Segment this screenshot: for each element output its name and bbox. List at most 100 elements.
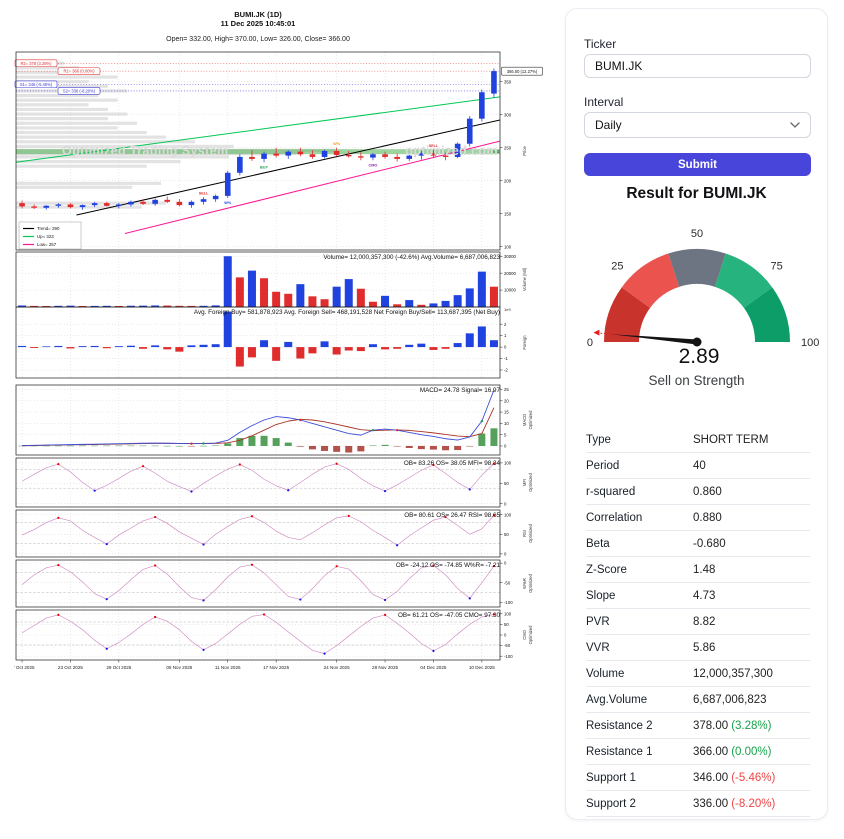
svg-text:17 Oct 2025: 17 Oct 2025 — [14, 665, 35, 670]
mfi-annotation: OB= 83.26 OS= 38.05 MFI= 98.34 — [403, 460, 500, 467]
svg-text:2: 2 — [504, 322, 507, 327]
svg-text:50: 50 — [504, 481, 509, 486]
interval-select[interactable]: Daily — [584, 112, 811, 138]
svg-text:300: 300 — [504, 112, 512, 117]
table-row: Slope 4.73 — [586, 583, 810, 609]
table-row-label: Period — [586, 459, 620, 472]
svg-text:R1= 366 (0.00%): R1= 366 (0.00%) — [63, 69, 95, 74]
svg-text:250: 250 — [504, 145, 512, 150]
svg-text:25: 25 — [611, 260, 623, 272]
stats-table: Type SHORT TERM Period 40 r-squared 0.860 Corr… — [586, 427, 810, 817]
svg-text:W%R: W%R — [522, 578, 527, 589]
table-row-value: 40 — [693, 459, 706, 472]
control-card: Ticker Interval Daily Submit Result for … — [565, 8, 828, 820]
svg-text:24 Nov 2025: 24 Nov 2025 — [324, 665, 350, 670]
svg-text:366.00 (12.27%): 366.00 (12.27%) — [507, 69, 538, 74]
chart-title: BUMI.JK (1D) — [234, 10, 282, 19]
table-row-label: Z-Score — [586, 563, 627, 576]
table-row-label: Volume — [586, 667, 625, 680]
svg-text:MFI: MFI — [522, 479, 527, 486]
svg-text:Optimized: Optimized — [528, 523, 533, 543]
table-row-value: 378.00 — [693, 719, 729, 732]
interval-selected-value: Daily — [595, 118, 622, 132]
gauge-value: 2.89 — [678, 345, 720, 368]
table-row-label: Slope — [586, 589, 616, 602]
svg-text:28 Nov 2025: 28 Nov 2025 — [372, 665, 398, 670]
svg-text:17 Nov 2025: 17 Nov 2025 — [263, 665, 289, 670]
table-row-label: Resistance 1 — [586, 745, 653, 758]
table-row-label: Avg.Volume — [586, 693, 648, 706]
table-row-label: Support 1 — [586, 771, 636, 784]
svg-text:CMO: CMO — [369, 163, 378, 167]
table-row-label: Support 2 — [586, 797, 636, 810]
table-row: Avg.Volume 6,687,006,823 — [586, 687, 810, 713]
svg-text:0: 0 — [504, 345, 507, 350]
chart-datetime: 11 Dec 2025 10:45:01 — [220, 19, 296, 28]
svg-text:05 Nov 2025: 05 Nov 2025 — [166, 665, 192, 670]
svg-text:Price: Price — [522, 146, 527, 156]
table-row-value: -0.680 — [693, 537, 726, 550]
svg-text:S1= 346 (-5.46%): S1= 346 (-5.46%) — [20, 82, 53, 87]
svg-text:100: 100 — [504, 244, 512, 249]
table-row: r-squared 0.860 — [586, 479, 810, 505]
table-row-label: r-squared — [586, 485, 636, 498]
chart-ohlc-line: Open= 332.00, High= 370.00, Low= 326.00,… — [166, 36, 350, 43]
table-row-label: PVR — [586, 615, 610, 628]
table-row-value: 8.82 — [693, 615, 716, 628]
result-heading: Result for BUMI.JK — [626, 185, 767, 202]
cmo-annotation: OB= 61.21 OS= -47.05 CMO= 97.30 — [397, 612, 500, 619]
svg-text:Trend= 290: Trend= 290 — [37, 226, 60, 231]
svg-text:Optimized: Optimized — [528, 410, 533, 430]
table-row-percent: (-5.46%) — [731, 771, 776, 784]
svg-text:-50: -50 — [504, 580, 511, 585]
table-row-label: VVR — [586, 641, 610, 654]
svg-text:RSI: RSI — [522, 530, 527, 537]
svg-text:25: 25 — [504, 387, 509, 392]
macd-annotation: MACD= 24.78 Signal= 16.97 — [419, 387, 500, 394]
svg-text:30000: 30000 — [504, 254, 517, 259]
table-row: Z-Score 1.48 — [586, 557, 810, 583]
svg-text:29 Oct 2025: 29 Oct 2025 — [106, 665, 131, 670]
svg-text:Up= 323: Up= 323 — [37, 234, 54, 239]
svg-text:0: 0 — [504, 551, 507, 556]
table-row: Support 2 336.00 (-8.20%) — [586, 791, 810, 817]
table-row-label: Correlation — [586, 511, 643, 524]
svg-text:100: 100 — [504, 512, 512, 517]
svg-text:Volume (Mil): Volume (Mil) — [522, 267, 527, 291]
svg-text:R2= 378 (3.28%): R2= 378 (3.28%) — [20, 61, 52, 66]
svg-text:0: 0 — [504, 444, 507, 449]
svg-text:0: 0 — [504, 633, 507, 638]
svg-text:200: 200 — [504, 178, 512, 183]
svg-text:100: 100 — [801, 337, 819, 349]
svg-text:0: 0 — [504, 561, 507, 566]
submit-button[interactable]: Submit — [584, 153, 811, 176]
table-row-value: 366.00 — [693, 745, 729, 758]
svg-text:-100: -100 — [504, 600, 513, 605]
svg-text:MACD: MACD — [522, 414, 527, 426]
table-row-value: 4.73 — [693, 589, 716, 602]
svg-text:Optimized: Optimized — [528, 625, 533, 645]
svg-text:W%: W% — [333, 142, 341, 146]
svg-text:-50: -50 — [504, 643, 511, 648]
table-row-value: 1.48 — [693, 563, 716, 576]
table-row-label: Beta — [586, 537, 610, 550]
svg-text:5: 5 — [504, 432, 507, 437]
svg-text:10 Dec 2025: 10 Dec 2025 — [469, 665, 495, 670]
chart-canvas: SELL W% BUY W% CMO SELL 244 R2= 378 (3.28%) R1= … — [10, 51, 543, 670]
table-row-value: 0.860 — [693, 485, 722, 498]
table-row: Type SHORT TERM — [586, 427, 810, 453]
volume-annotation: Volume= 12,000,357,300 (-42.6%) Avg.Volu… — [323, 254, 500, 261]
svg-text:1e9: 1e9 — [504, 307, 511, 312]
svg-text:1: 1 — [504, 333, 507, 338]
svg-text:100: 100 — [504, 461, 512, 466]
svg-text:75: 75 — [771, 260, 783, 272]
svg-text:-2: -2 — [504, 368, 508, 373]
table-row-label: Resistance 2 — [586, 719, 653, 732]
wpr-annotation: OB= -24.12 OS= -74.85 W%R= -7.21 — [395, 562, 500, 569]
table-row: VVR 5.86 — [586, 635, 810, 661]
ticker-input[interactable] — [584, 54, 811, 78]
interval-label: Interval — [584, 95, 624, 109]
svg-text:0: 0 — [587, 337, 593, 349]
svg-text:Optimized: Optimized — [528, 472, 533, 492]
